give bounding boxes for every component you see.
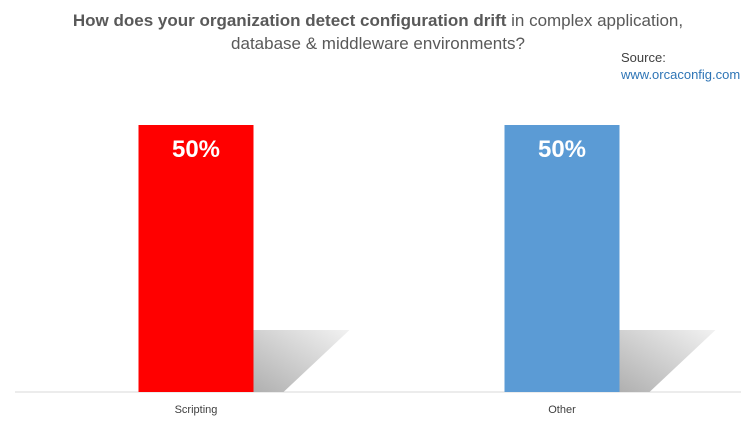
bar-shadow bbox=[253, 330, 350, 392]
data-label: 50% bbox=[172, 136, 220, 163]
bar-scripting bbox=[138, 125, 254, 392]
source-link[interactable]: www.orcaconfig.com bbox=[621, 67, 741, 82]
chart-title-rest: in complex application, bbox=[506, 11, 684, 30]
chart-title-bold: How does your organization detect config… bbox=[72, 11, 507, 30]
bar-shadow bbox=[619, 330, 716, 392]
source-label: Source: bbox=[621, 50, 666, 65]
bar-other bbox=[504, 125, 620, 392]
x-tick-label: Other bbox=[548, 404, 576, 416]
x-tick-label: Scripting bbox=[175, 404, 218, 416]
chart-title-line-1: How does your organization detect config… bbox=[0, 9, 756, 32]
chart-title-line-2: database & middleware environments? bbox=[231, 34, 525, 53]
data-label: 50% bbox=[538, 136, 586, 163]
chart-title: How does your organization detect config… bbox=[0, 9, 756, 55]
